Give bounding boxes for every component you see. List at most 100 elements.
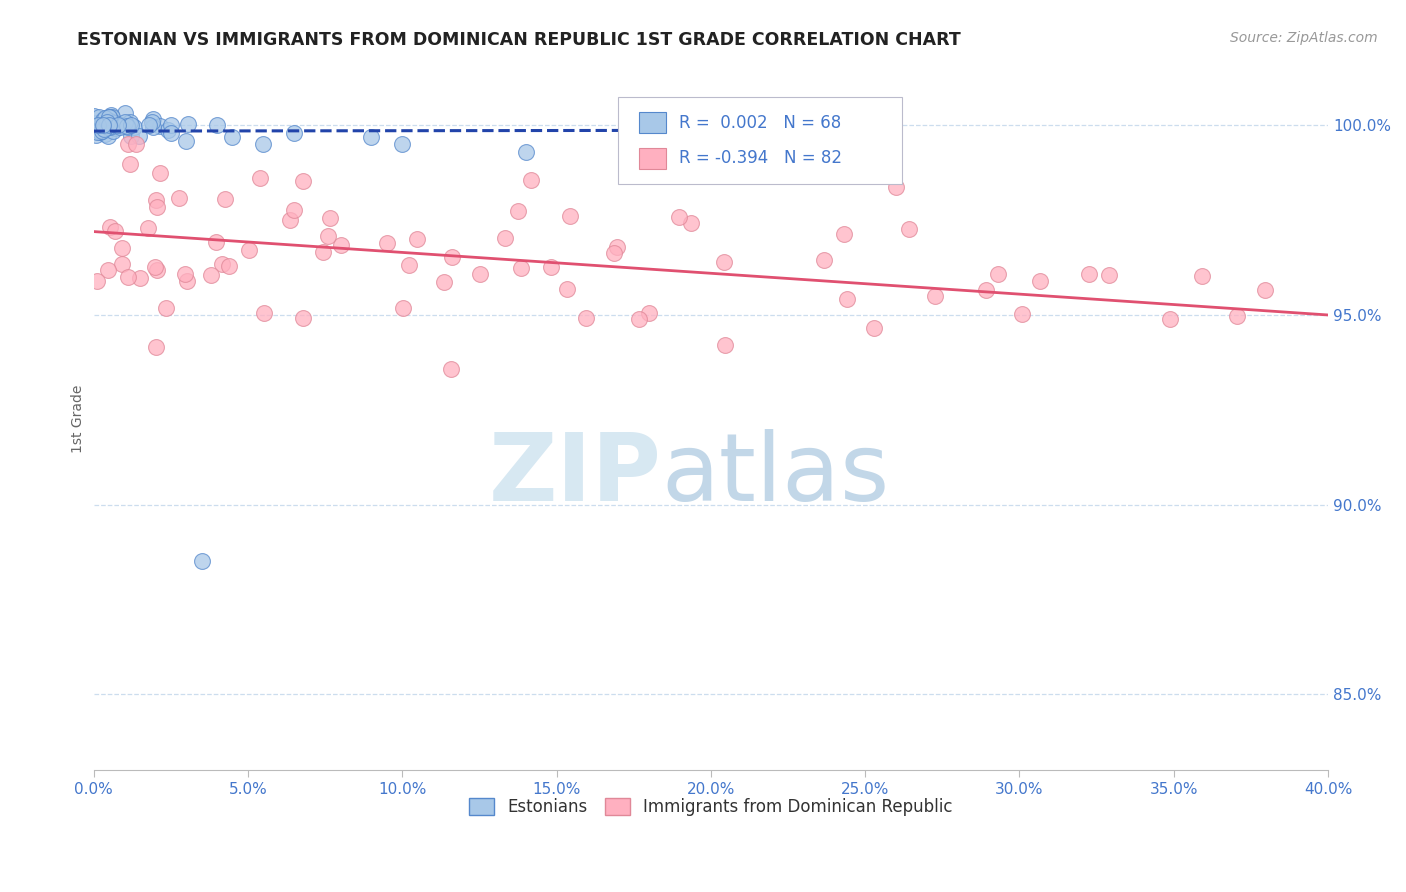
Point [638,306,661,320]
Point [105,120,128,135]
FancyBboxPatch shape [619,96,903,185]
Point [292,174,315,188]
Point [108,120,131,134]
Point [278,212,301,227]
Point [606,240,628,254]
Point [97,263,120,277]
Point [103,124,125,138]
Point [103,116,125,130]
Point [87,119,110,133]
Point [214,192,236,206]
Point [1159,312,1181,326]
Point [1011,307,1033,321]
Point [405,231,427,245]
Point [494,231,516,245]
Point [837,293,859,307]
Point [558,210,581,224]
Point [97,110,120,124]
Point [924,289,946,303]
Point [83,109,105,123]
Point [156,123,179,137]
Point [205,119,228,133]
Point [509,261,531,276]
Point [96,115,118,129]
Point [211,257,233,271]
Text: R = -0.394   N = 82: R = -0.394 N = 82 [679,149,842,167]
Point [681,216,703,230]
Point [238,243,260,257]
Legend: Estonians, Immigrants from Dominican Republic: Estonians, Immigrants from Dominican Rep… [461,790,960,825]
Point [110,118,132,132]
Text: ESTONIAN VS IMMIGRANTS FROM DOMINICAN REPUBLIC 1ST GRADE CORRELATION CHART: ESTONIAN VS IMMIGRANTS FROM DOMINICAN RE… [77,31,962,49]
Point [520,173,543,187]
Point [94,127,117,141]
Text: atlas: atlas [661,429,890,522]
Point [628,312,651,326]
Point [86,274,108,288]
Point [138,221,160,235]
Point [555,282,578,296]
Point [1029,274,1052,288]
Point [177,117,200,131]
FancyBboxPatch shape [640,148,666,169]
FancyBboxPatch shape [640,112,666,133]
Point [117,120,139,134]
Point [90,123,112,137]
Point [441,251,464,265]
Point [97,120,120,134]
Point [138,119,160,133]
Point [120,119,142,133]
Point [91,119,114,133]
Point [94,120,117,134]
Point [221,129,243,144]
Point [142,120,165,134]
Point [700,149,723,163]
Point [1191,268,1213,283]
Point [142,112,165,126]
Point [89,125,111,139]
Point [398,258,420,272]
Point [93,121,115,136]
Point [143,260,166,274]
Point [111,119,134,133]
Point [97,129,120,144]
Point [98,114,121,128]
Point [392,301,415,316]
Point [603,246,626,260]
Point [117,137,139,152]
Point [122,120,145,135]
Point [391,137,413,152]
Point [575,311,598,326]
Point [100,117,122,131]
Point [200,268,222,283]
Point [283,126,305,140]
Text: ZIP: ZIP [489,429,661,522]
Point [145,193,167,207]
Point [540,260,562,274]
Point [89,110,111,124]
Point [128,271,150,285]
Point [94,116,117,130]
Point [898,221,921,235]
Point [1078,268,1101,282]
Point [252,137,274,152]
Point [319,211,342,225]
Point [94,111,117,125]
Point [101,121,124,136]
Point [107,119,129,133]
Point [1226,310,1249,324]
Point [253,306,276,320]
Point [329,237,352,252]
Point [375,236,398,251]
Point [987,267,1010,281]
Point [318,228,340,243]
Point [174,134,197,148]
Point [91,119,114,133]
Point [176,274,198,288]
Point [167,191,190,205]
Text: Source: ZipAtlas.com: Source: ZipAtlas.com [1230,31,1378,45]
Point [292,311,315,326]
Point [190,554,212,568]
Point [114,114,136,128]
Point [141,114,163,128]
